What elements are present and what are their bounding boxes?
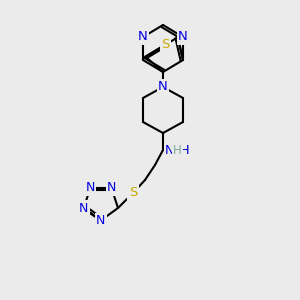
Text: N: N [178, 31, 188, 44]
Text: N: N [138, 31, 148, 44]
Text: N: N [85, 182, 95, 194]
Text: N: N [107, 182, 116, 194]
Text: NH: NH [171, 143, 190, 157]
Text: N: N [79, 202, 88, 214]
Text: N: N [165, 143, 174, 157]
Text: N: N [158, 80, 168, 94]
Text: H: H [173, 143, 182, 157]
Text: S: S [129, 187, 137, 200]
Text: S: S [161, 38, 170, 51]
Text: N: N [96, 214, 106, 227]
